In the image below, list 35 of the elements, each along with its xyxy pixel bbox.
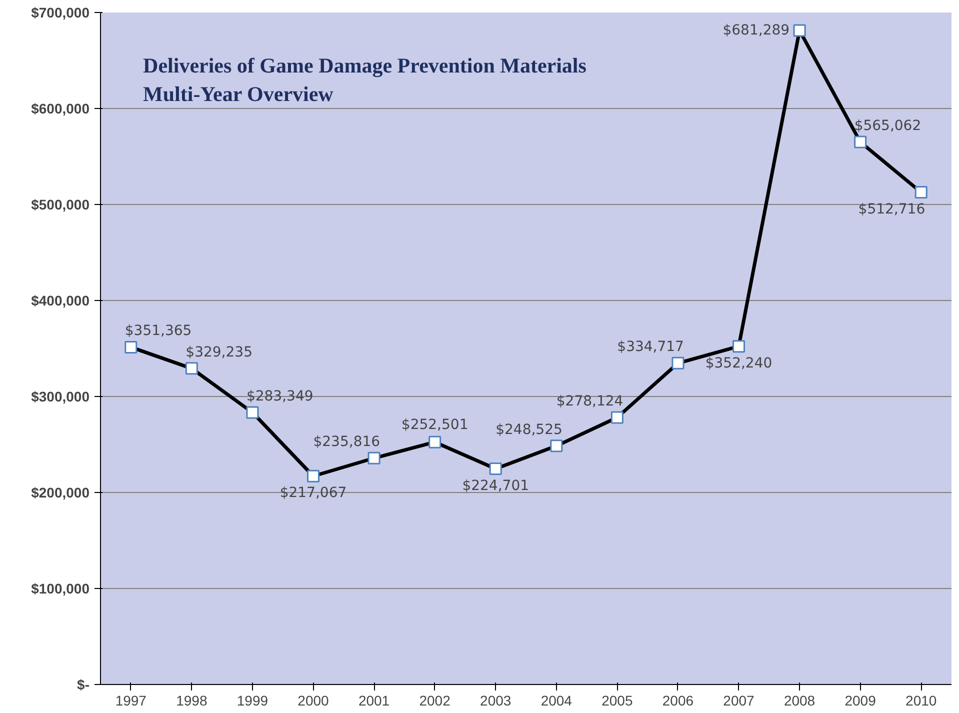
x-tick-label: 2009 — [844, 692, 876, 708]
y-tick-label: $300,000 — [31, 388, 90, 404]
data-label: $351,365 — [124, 323, 192, 340]
data-label: $252,501 — [401, 417, 468, 434]
data-label: $248,525 — [496, 422, 562, 438]
x-tick-label: 2002 — [419, 692, 451, 708]
data-label: $329,235 — [186, 344, 252, 360]
y-tick-label: $500,000 — [31, 196, 90, 212]
data-label: $334,717 — [617, 339, 684, 356]
x-tick-label: 1999 — [236, 692, 268, 708]
y-tick-label: $- — [77, 676, 90, 692]
x-tick-label: 1998 — [176, 692, 208, 708]
text: Deliveries of Game Damage Prevention Materials Multi-Year Overview — [143, 53, 586, 106]
data-label: $681,289 — [722, 22, 790, 38]
x-tick-label: 2006 — [662, 692, 694, 708]
y-tick-label: $200,000 — [31, 484, 90, 500]
data-label: $235,816 — [313, 434, 380, 450]
x-tick-label: 2001 — [358, 692, 390, 708]
data-label: $565,062 — [854, 118, 922, 134]
y-tick-label: $700,000 — [31, 4, 90, 20]
data-label: $278,124 — [556, 394, 624, 410]
y-tick-label: $400,000 — [31, 292, 90, 308]
x-tick-label: 2008 — [784, 692, 816, 708]
data-label: $224,701 — [462, 478, 530, 494]
x-tick-label: 2000 — [298, 692, 330, 708]
y-tick-label: $600,000 — [31, 100, 90, 116]
x-tick-label: 1997 — [115, 692, 147, 708]
x-tick-label: 2003 — [480, 692, 512, 708]
x-tick-label: 2007 — [723, 692, 755, 708]
x-tick-label: 2005 — [602, 692, 633, 708]
x-tick-label: 2004 — [540, 692, 572, 708]
data-label: $512,716 — [858, 201, 926, 218]
data-label: $352,240 — [705, 355, 772, 372]
y-tick-label: $100,000 — [31, 580, 90, 596]
x-tick-label: 2010 — [906, 692, 937, 708]
